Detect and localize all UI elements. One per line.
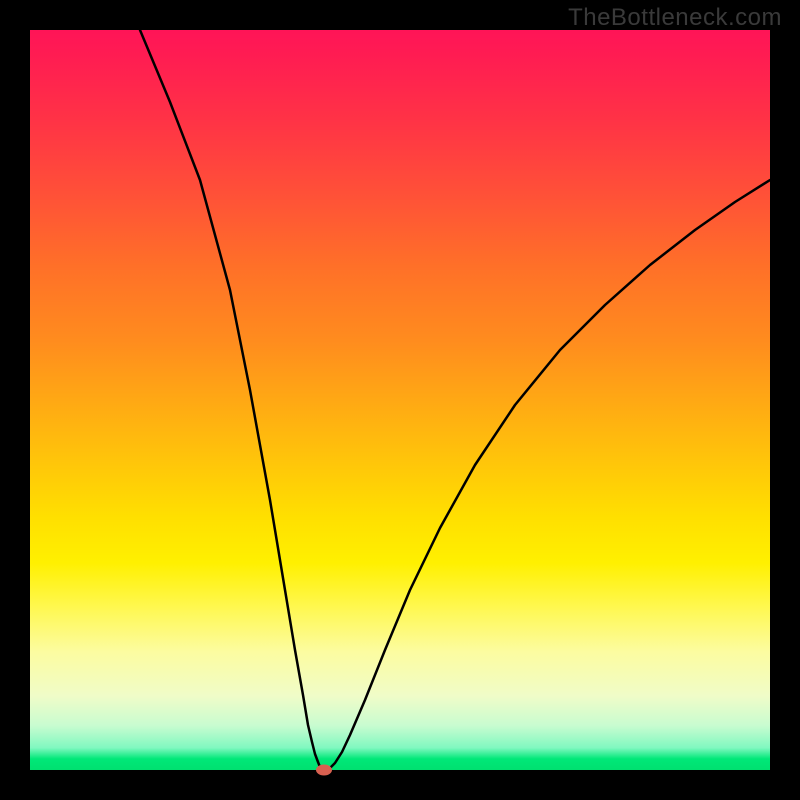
chart-container: TheBottleneck.com: [0, 0, 800, 800]
plot-area: [30, 30, 770, 770]
optimum-marker: [316, 765, 332, 776]
bottleneck-curve: [30, 30, 770, 770]
watermark-text: TheBottleneck.com: [568, 4, 782, 32]
